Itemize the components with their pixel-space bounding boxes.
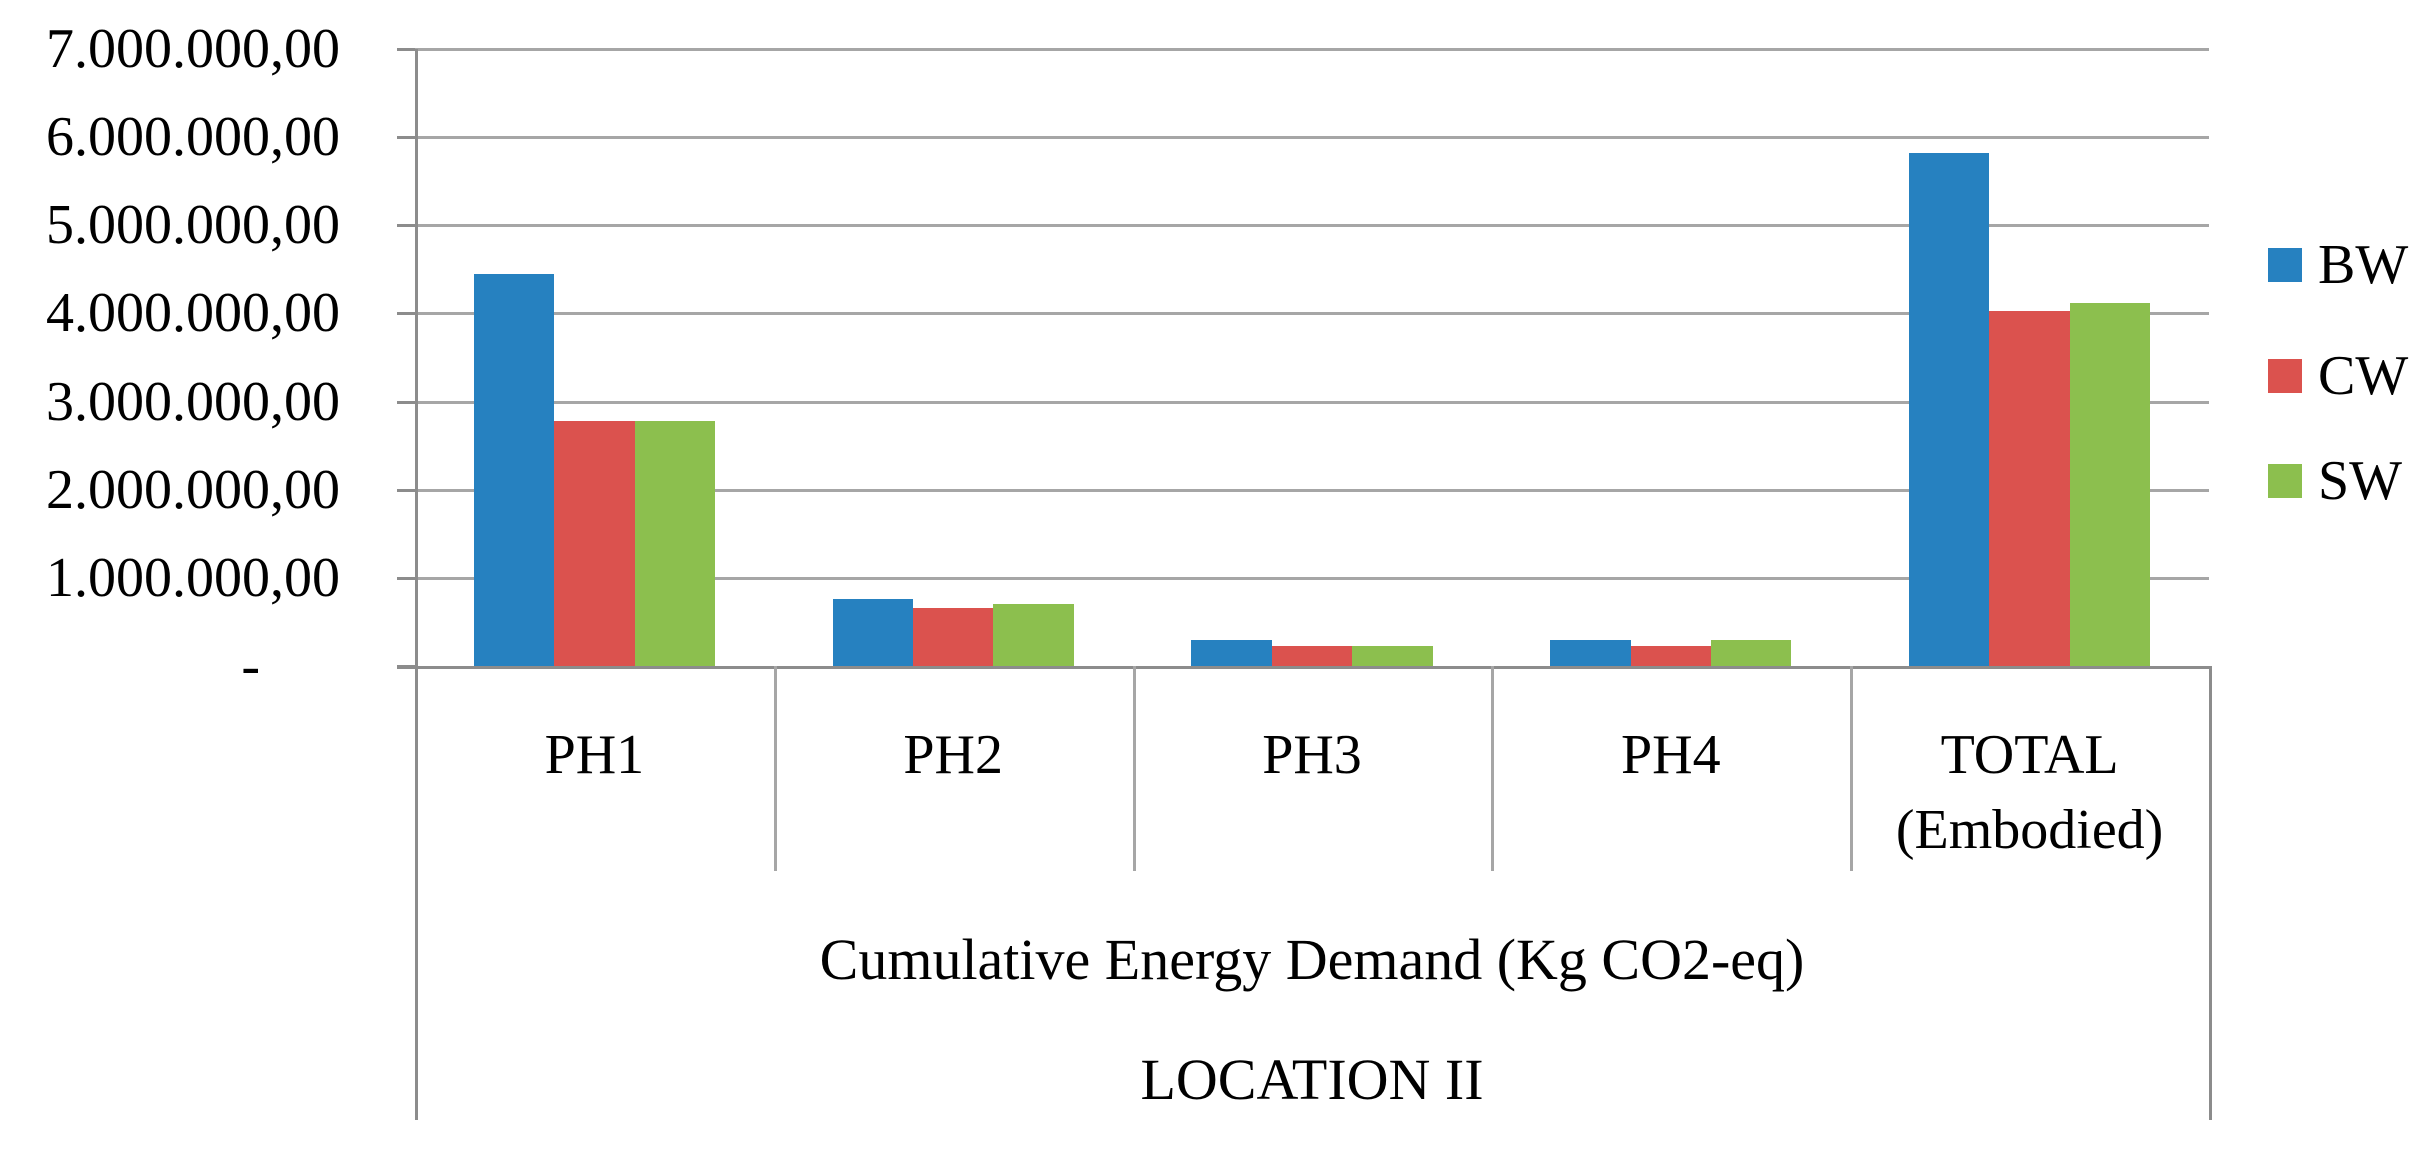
- legend-item-BW: BW: [2268, 237, 2408, 293]
- y-axis-tick-label: 2.000.000,00: [46, 458, 340, 521]
- y-axis-tick-label: -: [241, 635, 260, 697]
- legend-label: BW: [2318, 234, 2409, 296]
- y-axis-tick: [397, 48, 415, 51]
- y-axis-tick: [397, 488, 415, 492]
- bar-SW-PH4: [1710, 640, 1792, 666]
- legend-swatch-SW: [2268, 464, 2302, 498]
- legend-label: SW: [2318, 450, 2402, 512]
- category-label: TOTAL (Embodied): [1895, 723, 2164, 861]
- y-axis-line: [415, 49, 418, 1120]
- y-axis-tick: [397, 224, 415, 228]
- y-axis-tick: [397, 136, 415, 140]
- y-axis-tick-label: 4.000.000,00: [46, 282, 340, 345]
- x-axis-line: [397, 666, 2209, 669]
- category-separator: [1132, 666, 1136, 871]
- gridline: [415, 224, 2209, 228]
- bar-BW-PH1: [473, 273, 555, 666]
- y-axis-tick-label: 1.000.000,00: [46, 546, 340, 609]
- gridline: [415, 48, 2209, 51]
- y-axis-tick: [397, 400, 415, 404]
- bar-BW-PH4: [1550, 640, 1631, 666]
- category-separator: [1491, 666, 1495, 871]
- y-axis-tick: [397, 312, 415, 316]
- category-label: PH4: [1620, 723, 1721, 786]
- x-axis-title: Cumulative Energy Demand (Kg CO2-eq): [819, 927, 1805, 992]
- category-separator: [773, 666, 777, 871]
- category-label: PH2: [903, 723, 1003, 786]
- legend-swatch-BW: [2268, 248, 2302, 282]
- legend-label: CW: [2318, 345, 2409, 407]
- bar-CW-PH3: [1271, 645, 1353, 666]
- legend-swatch-CW: [2268, 359, 2302, 393]
- y-axis-tick-label: 3.000.000,00: [46, 370, 340, 433]
- y-axis-tick: [397, 576, 415, 580]
- gridline: [415, 312, 2209, 316]
- legend-item-CW: CW: [2268, 348, 2408, 404]
- bar-SW-PH2: [993, 604, 1074, 666]
- category-axis-right-border: [2209, 666, 2212, 1120]
- gridline: [415, 488, 2209, 492]
- gridline: [415, 136, 2209, 140]
- y-axis-tick-label: 5.000.000,00: [46, 194, 340, 257]
- bar-SW-TOTAL: [2069, 302, 2151, 666]
- bar-CW-PH4: [1630, 645, 1711, 666]
- x-axis-subtitle: LOCATION II: [1140, 1047, 1484, 1112]
- bar-SW-PH3: [1352, 645, 1433, 666]
- y-axis-tick-label: 7.000.000,00: [46, 18, 340, 80]
- bar-CW-PH2: [913, 607, 994, 666]
- bar-BW-PH3: [1191, 640, 1272, 666]
- gridline: [415, 576, 2209, 580]
- y-axis-tick-label: 6.000.000,00: [46, 106, 340, 169]
- bar-BW-TOTAL: [1909, 153, 1990, 666]
- bar-CW-TOTAL: [1989, 310, 2070, 666]
- bar-CW-PH1: [554, 420, 635, 666]
- gridline: [415, 400, 2209, 404]
- legend-item-SW: SW: [2268, 453, 2402, 509]
- category-label: PH1: [544, 723, 645, 786]
- category-separator: [1850, 666, 1854, 871]
- bar-SW-PH1: [634, 420, 715, 666]
- bar-BW-PH2: [832, 599, 913, 666]
- category-label: PH3: [1262, 723, 1362, 786]
